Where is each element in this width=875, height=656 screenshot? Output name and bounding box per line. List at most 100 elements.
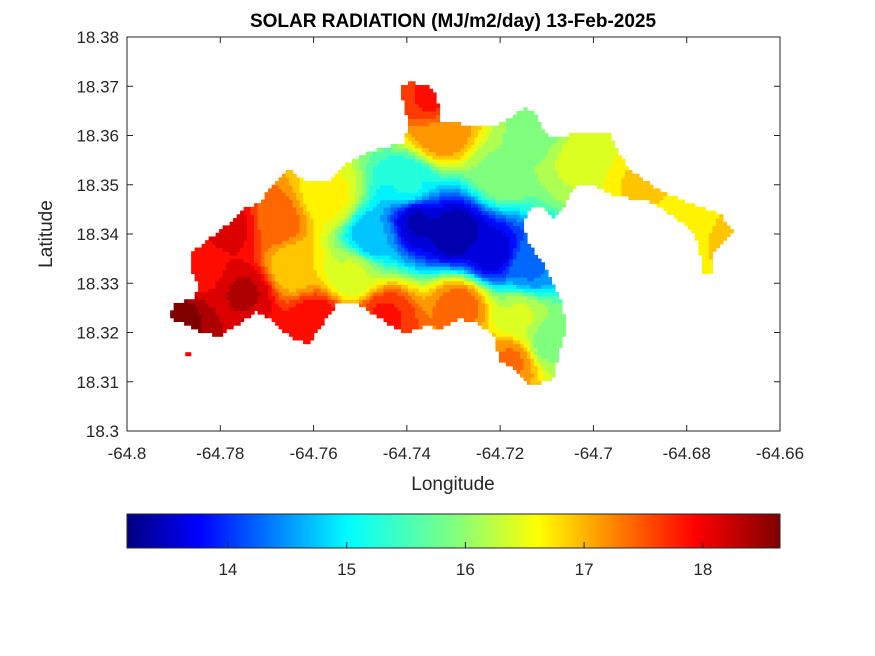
heatmap-cell: [240, 302, 245, 308]
heatmap-cell: [505, 151, 511, 156]
heatmap-cell: [394, 280, 399, 286]
heatmap-cell: [530, 280, 535, 286]
heatmap-cell: [470, 214, 476, 219]
heatmap-cell: [533, 332, 539, 337]
heatmap-cell: [443, 254, 448, 260]
heatmap-cell: [474, 199, 479, 204]
heatmap-cell: [331, 306, 336, 311]
heatmap-cell: [275, 217, 280, 223]
heatmap-cell: [226, 321, 231, 326]
heatmap-cell: [268, 221, 273, 226]
heatmap-cell: [341, 247, 346, 252]
heatmap-cell: [338, 284, 343, 289]
heatmap-cell: [488, 310, 493, 315]
heatmap-cell: [229, 240, 234, 245]
heatmap-cell: [439, 299, 444, 304]
heatmap-cell: [446, 210, 451, 215]
heatmap-cell: [278, 310, 283, 315]
heatmap-cell: [572, 181, 577, 186]
heatmap-cell: [341, 295, 346, 300]
heatmap-cell: [477, 199, 483, 204]
heatmap-cell: [390, 288, 395, 293]
heatmap-cell: [422, 147, 427, 153]
heatmap-cell: [408, 103, 413, 108]
heatmap-cell: [264, 236, 269, 241]
heatmap-cell: [387, 188, 392, 193]
heatmap-cell: [219, 262, 224, 267]
heatmap-cell: [271, 262, 276, 267]
heatmap-cell: [436, 254, 441, 260]
heatmap-cell: [271, 251, 276, 256]
heatmap-cell: [247, 251, 252, 256]
heatmap-cell: [530, 118, 535, 123]
heatmap-cell: [355, 291, 360, 297]
heatmap-cell: [404, 184, 409, 190]
heatmap-cell: [509, 144, 514, 149]
heatmap-cell: [408, 129, 413, 134]
heatmap-cell: [348, 181, 353, 186]
heatmap-cell: [429, 217, 434, 223]
heatmap-cell: [457, 151, 462, 156]
heatmap-cell: [296, 306, 301, 311]
heatmap-cell: [383, 273, 388, 278]
heatmap-cell: [523, 306, 528, 311]
heatmap-cell: [289, 284, 294, 289]
heatmap-cell: [278, 192, 283, 197]
heatmap-cell: [477, 206, 483, 212]
heatmap-cell: [530, 155, 535, 160]
heatmap-cell: [523, 284, 528, 289]
heatmap-cell: [488, 284, 493, 289]
heatmap-cell: [401, 280, 406, 286]
heatmap-cell: [341, 284, 346, 289]
heatmap-cell: [264, 195, 269, 201]
heatmap-cell: [516, 354, 521, 359]
heatmap-cell: [310, 214, 315, 219]
heatmap-cell: [250, 210, 255, 215]
heatmap-cell: [380, 262, 385, 267]
heatmap-cell: [450, 162, 455, 167]
heatmap-cell: [516, 166, 521, 171]
heatmap-cell: [331, 302, 336, 308]
heatmap-cell: [285, 169, 290, 175]
heatmap-cell: [495, 162, 500, 167]
heatmap-cell: [505, 284, 511, 289]
heatmap-cell: [530, 110, 535, 116]
heatmap-cell: [495, 240, 500, 245]
heatmap-cell: [526, 288, 532, 293]
heatmap-cell: [446, 321, 451, 326]
heatmap-cell: [408, 162, 413, 167]
heatmap-cell: [436, 288, 441, 293]
heatmap-cell: [460, 251, 465, 256]
heatmap-cell: [509, 147, 514, 153]
heatmap-cell: [380, 299, 385, 304]
heatmap-cell: [537, 147, 542, 153]
heatmap-cell: [523, 365, 528, 371]
heatmap-cell: [418, 125, 423, 130]
heatmap-cell: [470, 284, 476, 289]
heatmap-cell: [327, 277, 332, 282]
heatmap-cell: [404, 225, 409, 230]
heatmap-cell: [443, 169, 448, 175]
heatmap-cell: [229, 280, 234, 286]
heatmap-cell: [519, 136, 525, 142]
heatmap-cell: [289, 325, 294, 330]
heatmap-cell: [429, 162, 434, 167]
heatmap-cell: [463, 266, 469, 271]
heatmap-cell: [299, 269, 304, 274]
heatmap-cell: [530, 328, 535, 334]
heatmap-cell: [366, 229, 371, 234]
heatmap-cell: [498, 277, 504, 282]
heatmap-cell: [348, 210, 353, 215]
heatmap-cell: [460, 291, 465, 297]
heatmap-cell: [390, 166, 395, 171]
heatmap-cell: [512, 247, 518, 252]
heatmap-cell: [477, 181, 483, 186]
heatmap-cell: [436, 147, 441, 153]
heatmap-cell: [415, 254, 420, 260]
heatmap-cell: [285, 291, 290, 297]
heatmap-cell: [243, 206, 248, 212]
heatmap-cell: [205, 258, 210, 263]
heatmap-cell: [310, 280, 315, 286]
heatmap-cell: [404, 214, 409, 219]
heatmap-cell: [439, 158, 444, 164]
